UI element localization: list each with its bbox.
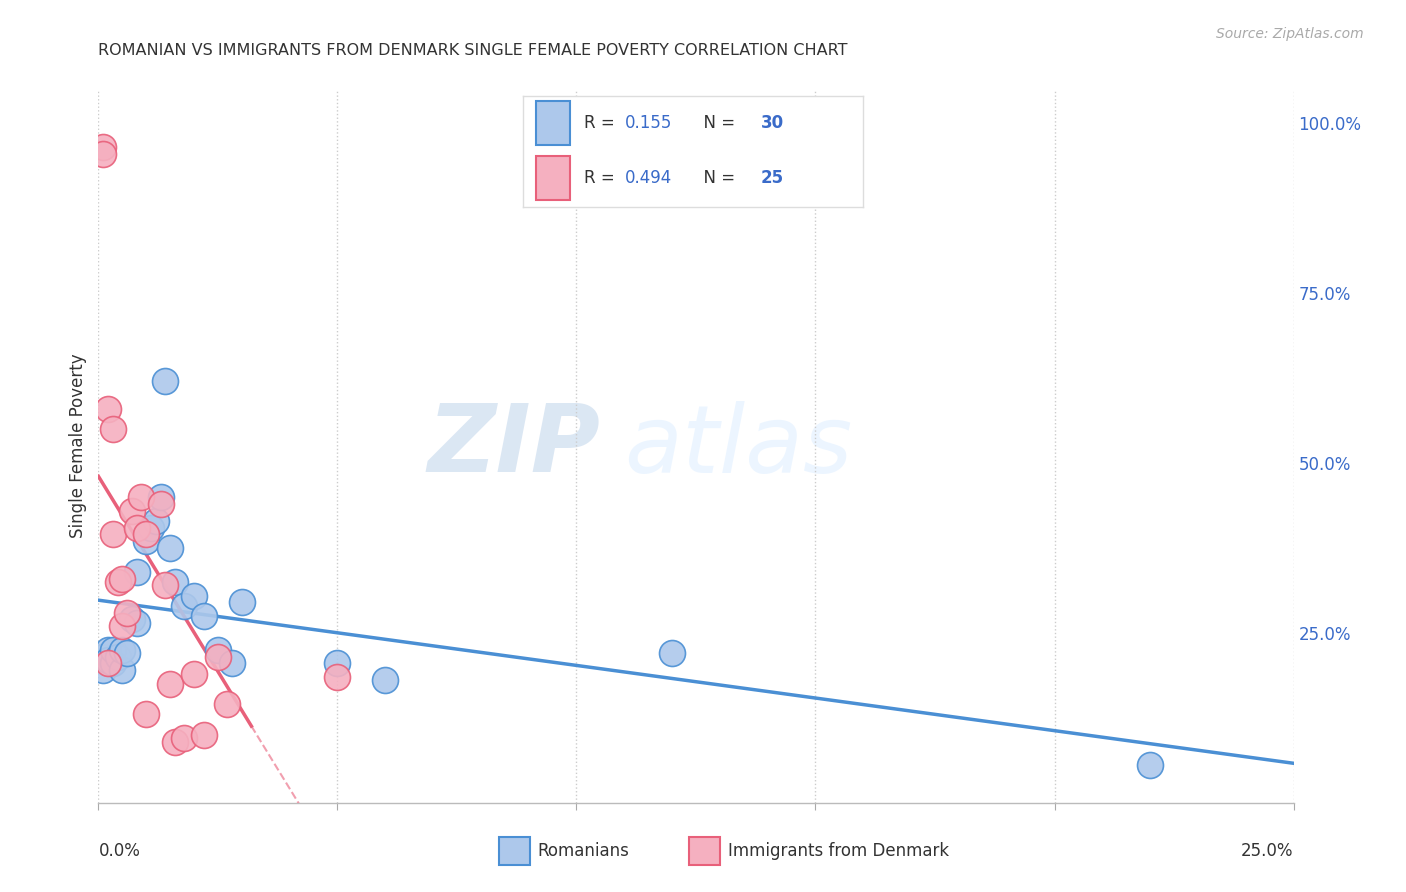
- Point: [207, 643, 229, 657]
- Point: [159, 677, 181, 691]
- Point: [159, 541, 181, 555]
- Point: [101, 527, 124, 541]
- Point: [97, 657, 120, 671]
- Point: [1139, 758, 1161, 772]
- Point: [135, 534, 157, 549]
- Point: [111, 663, 134, 677]
- Point: [91, 146, 114, 161]
- Y-axis label: Single Female Poverty: Single Female Poverty: [69, 354, 87, 538]
- Point: [97, 401, 120, 416]
- Point: [97, 643, 120, 657]
- Point: [139, 520, 162, 534]
- Point: [135, 527, 157, 541]
- Point: [326, 670, 349, 684]
- Point: [155, 578, 177, 592]
- Point: [207, 649, 229, 664]
- Point: [183, 589, 205, 603]
- Point: [163, 574, 186, 589]
- Point: [173, 599, 195, 613]
- Point: [107, 574, 129, 589]
- Point: [183, 666, 205, 681]
- Text: 25.0%: 25.0%: [1241, 842, 1294, 860]
- Point: [107, 649, 129, 664]
- Point: [661, 646, 683, 660]
- Point: [135, 707, 157, 722]
- Point: [231, 595, 253, 609]
- Point: [121, 612, 143, 626]
- Point: [149, 497, 172, 511]
- Point: [131, 490, 153, 504]
- Point: [111, 572, 134, 586]
- Point: [101, 657, 124, 671]
- Text: Immigrants from Denmark: Immigrants from Denmark: [728, 842, 949, 860]
- Point: [121, 503, 143, 517]
- Point: [155, 375, 177, 389]
- Point: [149, 490, 172, 504]
- Point: [111, 643, 134, 657]
- Point: [91, 649, 114, 664]
- Text: Source: ZipAtlas.com: Source: ZipAtlas.com: [1216, 27, 1364, 41]
- Text: 0.0%: 0.0%: [98, 842, 141, 860]
- Point: [115, 606, 138, 620]
- Point: [101, 422, 124, 436]
- Point: [91, 663, 114, 677]
- Point: [374, 673, 396, 688]
- Point: [193, 728, 215, 742]
- Text: atlas: atlas: [624, 401, 852, 491]
- Point: [125, 565, 148, 579]
- Text: Romanians: Romanians: [537, 842, 628, 860]
- Point: [125, 520, 148, 534]
- Point: [163, 734, 186, 748]
- Point: [145, 514, 167, 528]
- Point: [173, 731, 195, 746]
- Text: ROMANIAN VS IMMIGRANTS FROM DENMARK SINGLE FEMALE POVERTY CORRELATION CHART: ROMANIAN VS IMMIGRANTS FROM DENMARK SING…: [98, 43, 848, 58]
- Point: [91, 140, 114, 154]
- Point: [221, 657, 243, 671]
- Point: [111, 619, 134, 633]
- Point: [217, 698, 239, 712]
- Point: [97, 653, 120, 667]
- Point: [125, 615, 148, 630]
- Text: ZIP: ZIP: [427, 400, 600, 492]
- Point: [326, 657, 349, 671]
- Point: [193, 608, 215, 623]
- Point: [101, 643, 124, 657]
- Point: [115, 646, 138, 660]
